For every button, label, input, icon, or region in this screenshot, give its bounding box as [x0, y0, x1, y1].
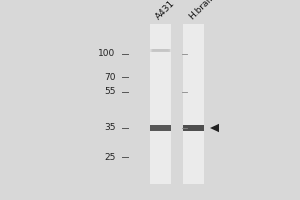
Bar: [152, 49, 169, 52]
Bar: [152, 49, 169, 52]
Text: 55: 55: [104, 88, 116, 97]
Polygon shape: [210, 124, 219, 132]
Bar: [150, 125, 171, 131]
Text: A431: A431: [154, 0, 177, 21]
Text: 100: 100: [98, 49, 116, 58]
Text: H.brain: H.brain: [187, 0, 217, 21]
Text: 70: 70: [104, 72, 116, 82]
Bar: [183, 24, 204, 184]
Text: 25: 25: [104, 152, 116, 162]
Bar: [150, 24, 171, 184]
Text: 35: 35: [104, 123, 116, 132]
Bar: [150, 49, 171, 52]
Bar: [151, 49, 170, 52]
Bar: [153, 49, 168, 51]
Bar: [183, 125, 204, 131]
